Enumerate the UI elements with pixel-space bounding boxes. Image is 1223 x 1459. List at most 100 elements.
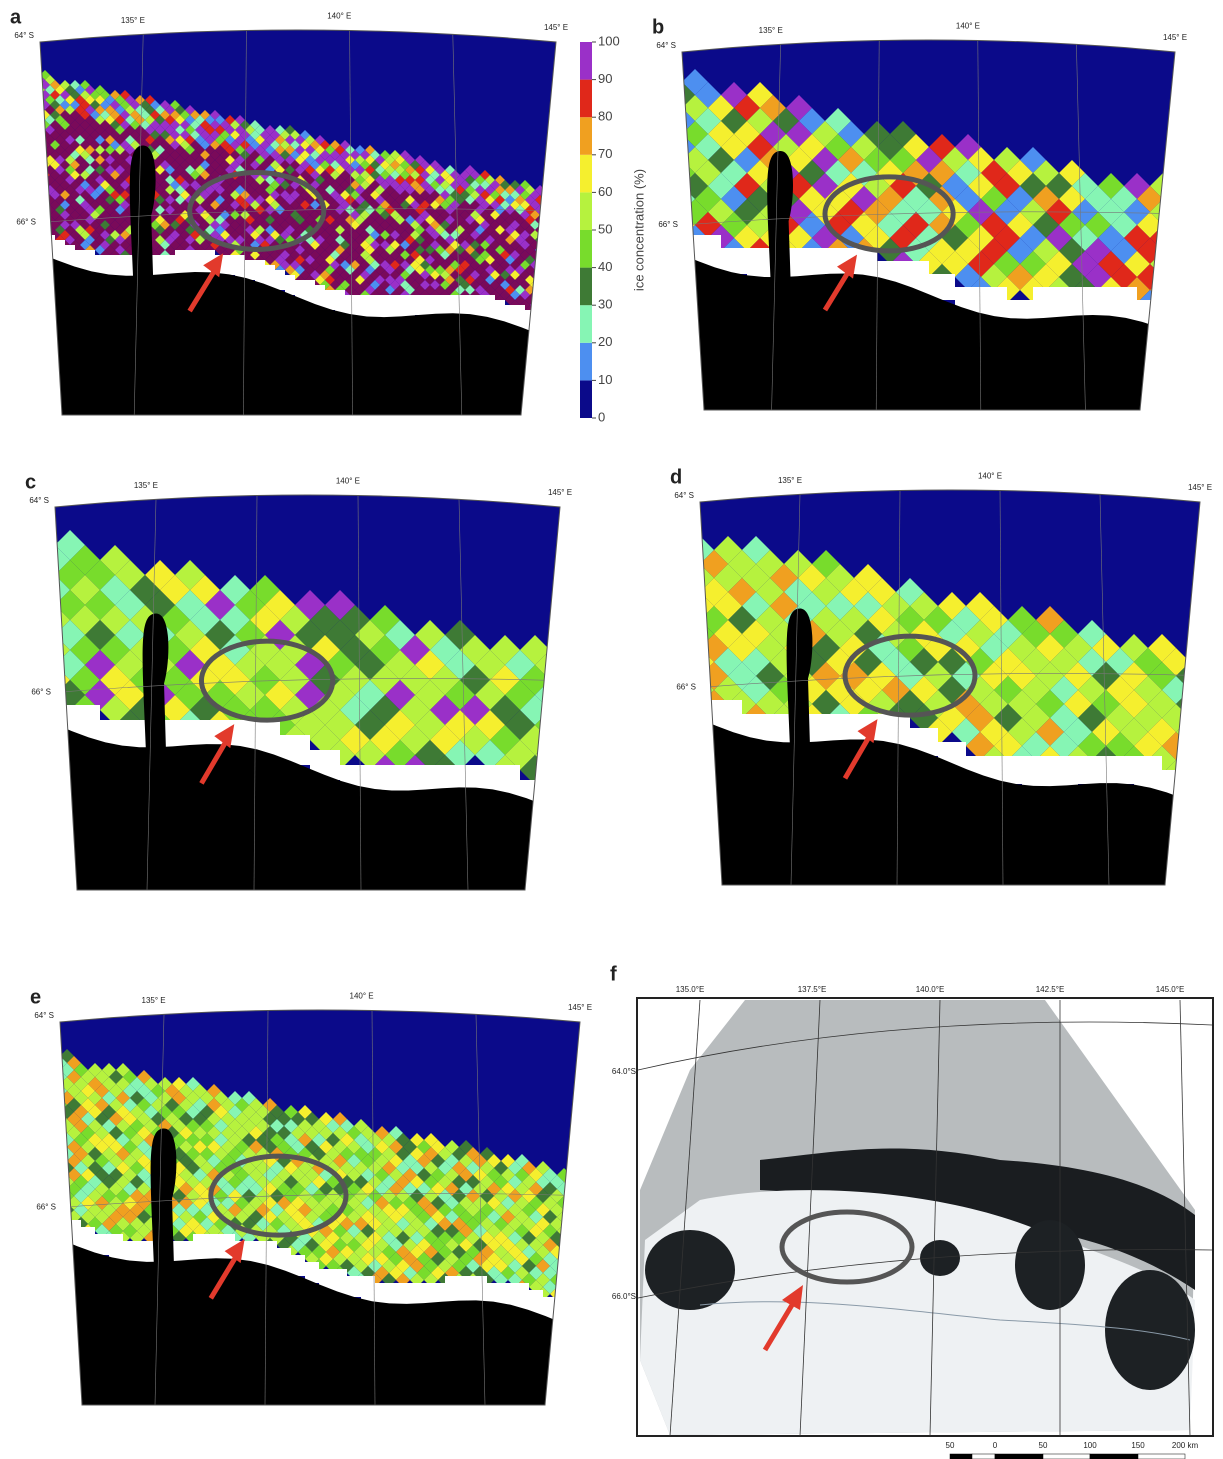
glacier-tongue — [767, 151, 793, 281]
coast-gap — [545, 330, 555, 340]
lon-label: 142.5°E — [1036, 985, 1065, 994]
water-patch — [1015, 1220, 1085, 1310]
ice-pixel — [564, 1217, 578, 1231]
colorbar-tick-label: 70 — [598, 146, 612, 161]
lat-label: 64° S — [29, 496, 49, 505]
colorbar-swatch — [580, 42, 592, 80]
coast-gap — [543, 1304, 557, 1318]
coast-gap — [347, 1283, 361, 1297]
map-panel — [53, 990, 585, 1405]
ice-pixel — [564, 1273, 578, 1287]
water-patch — [920, 1240, 960, 1276]
ice-pixel — [535, 295, 545, 305]
lat-label: 66.0°S — [612, 1292, 636, 1301]
ice-pixel — [540, 210, 550, 220]
ice-pixel — [540, 300, 550, 310]
lon-label: 140° E — [350, 991, 374, 1000]
water-patch — [645, 1230, 735, 1310]
ice-pixel — [545, 275, 555, 285]
ice-pixel — [35, 205, 45, 215]
coast-gap — [826, 714, 854, 742]
coast-gap — [994, 756, 1022, 784]
ice-pixel — [545, 205, 555, 215]
ice-pixel — [535, 770, 565, 800]
ice-pixel — [35, 225, 45, 235]
ice-pixel — [535, 740, 565, 770]
colorbar-swatch — [580, 380, 592, 418]
lon-label: 145° E — [1188, 483, 1212, 492]
ice-pixel — [1176, 746, 1204, 774]
ice-pixel — [35, 185, 45, 195]
ice-pixel — [53, 1126, 67, 1140]
ice-pixel — [571, 1294, 585, 1308]
lon-label: 135.0°E — [676, 985, 705, 994]
ice-pixel — [557, 1294, 571, 1308]
scale-bar — [950, 1454, 972, 1459]
ice-pixel — [535, 255, 545, 265]
ice-pixel — [564, 1231, 578, 1245]
lat-label: 66° S — [36, 1203, 56, 1212]
lon-label: 135° E — [778, 476, 802, 485]
coast-gap — [225, 265, 235, 275]
ice-pixel — [540, 260, 550, 270]
ice-pixel — [35, 165, 45, 175]
coast-gap — [686, 700, 714, 728]
colorbar-tick-label: 60 — [598, 184, 612, 199]
panel-label: f — [610, 963, 617, 985]
scale-label: 0 — [993, 1441, 998, 1450]
ice-pixel — [564, 1245, 578, 1259]
coast-gap — [721, 248, 747, 274]
ice-pixel — [545, 215, 555, 225]
colorbar-tick-label: 0 — [598, 409, 605, 424]
lon-label: 140° E — [336, 476, 360, 485]
glacier-tongue — [130, 146, 156, 281]
coast-gap — [275, 280, 285, 290]
map-panel — [669, 20, 1176, 410]
ice-pixel — [545, 235, 555, 245]
ice-pixel — [540, 250, 550, 260]
coast-gap — [155, 265, 165, 275]
map-body — [686, 470, 1204, 885]
lat-label: 66° S — [658, 220, 678, 229]
ice-pixel — [540, 220, 550, 230]
panel-label: a — [10, 6, 22, 28]
ice-pixel — [550, 200, 560, 210]
coast-gap — [535, 325, 545, 335]
ice-pixel — [571, 1238, 585, 1252]
coast-gap — [35, 240, 45, 250]
ice-pixel — [53, 1154, 67, 1168]
ice-pixel — [540, 240, 550, 250]
coast-gap — [95, 1241, 109, 1255]
panel-label: b — [652, 16, 664, 38]
colorbar-tick-label: 20 — [598, 334, 612, 349]
water-patch — [1105, 1270, 1195, 1390]
coast-gap — [105, 265, 115, 275]
coast-gap — [535, 315, 545, 325]
coast-gap — [35, 245, 45, 255]
scale-label: 50 — [946, 1441, 955, 1450]
lon-label: 145.0°E — [1156, 985, 1185, 994]
ice-pixel — [545, 245, 555, 255]
ice-pixel — [1150, 277, 1176, 303]
coast-gap — [389, 1290, 403, 1304]
ice-pixel — [564, 1287, 578, 1301]
ice-pixel — [550, 220, 560, 230]
ice-pixel — [557, 1266, 571, 1280]
colorbar-tick-label: 40 — [598, 259, 612, 274]
scale-label: 150 — [1131, 1441, 1145, 1450]
ice-pixel — [535, 265, 545, 275]
colorbar-swatch — [580, 305, 592, 343]
lon-label: 140.0°E — [916, 985, 945, 994]
coast-gap — [545, 325, 555, 335]
coast-gap — [1078, 756, 1106, 784]
colorbar-swatch — [580, 80, 592, 118]
lon-label: 145° E — [548, 488, 572, 497]
ice-pixel — [35, 175, 45, 185]
ice-pixel — [35, 195, 45, 205]
ice-pixel — [535, 305, 545, 315]
coast-gap — [53, 1227, 67, 1241]
scale-bar — [972, 1454, 995, 1459]
scale-label: 200 km — [1172, 1441, 1199, 1450]
ice-pixel — [35, 155, 45, 165]
lat-label: 64° S — [14, 31, 34, 40]
